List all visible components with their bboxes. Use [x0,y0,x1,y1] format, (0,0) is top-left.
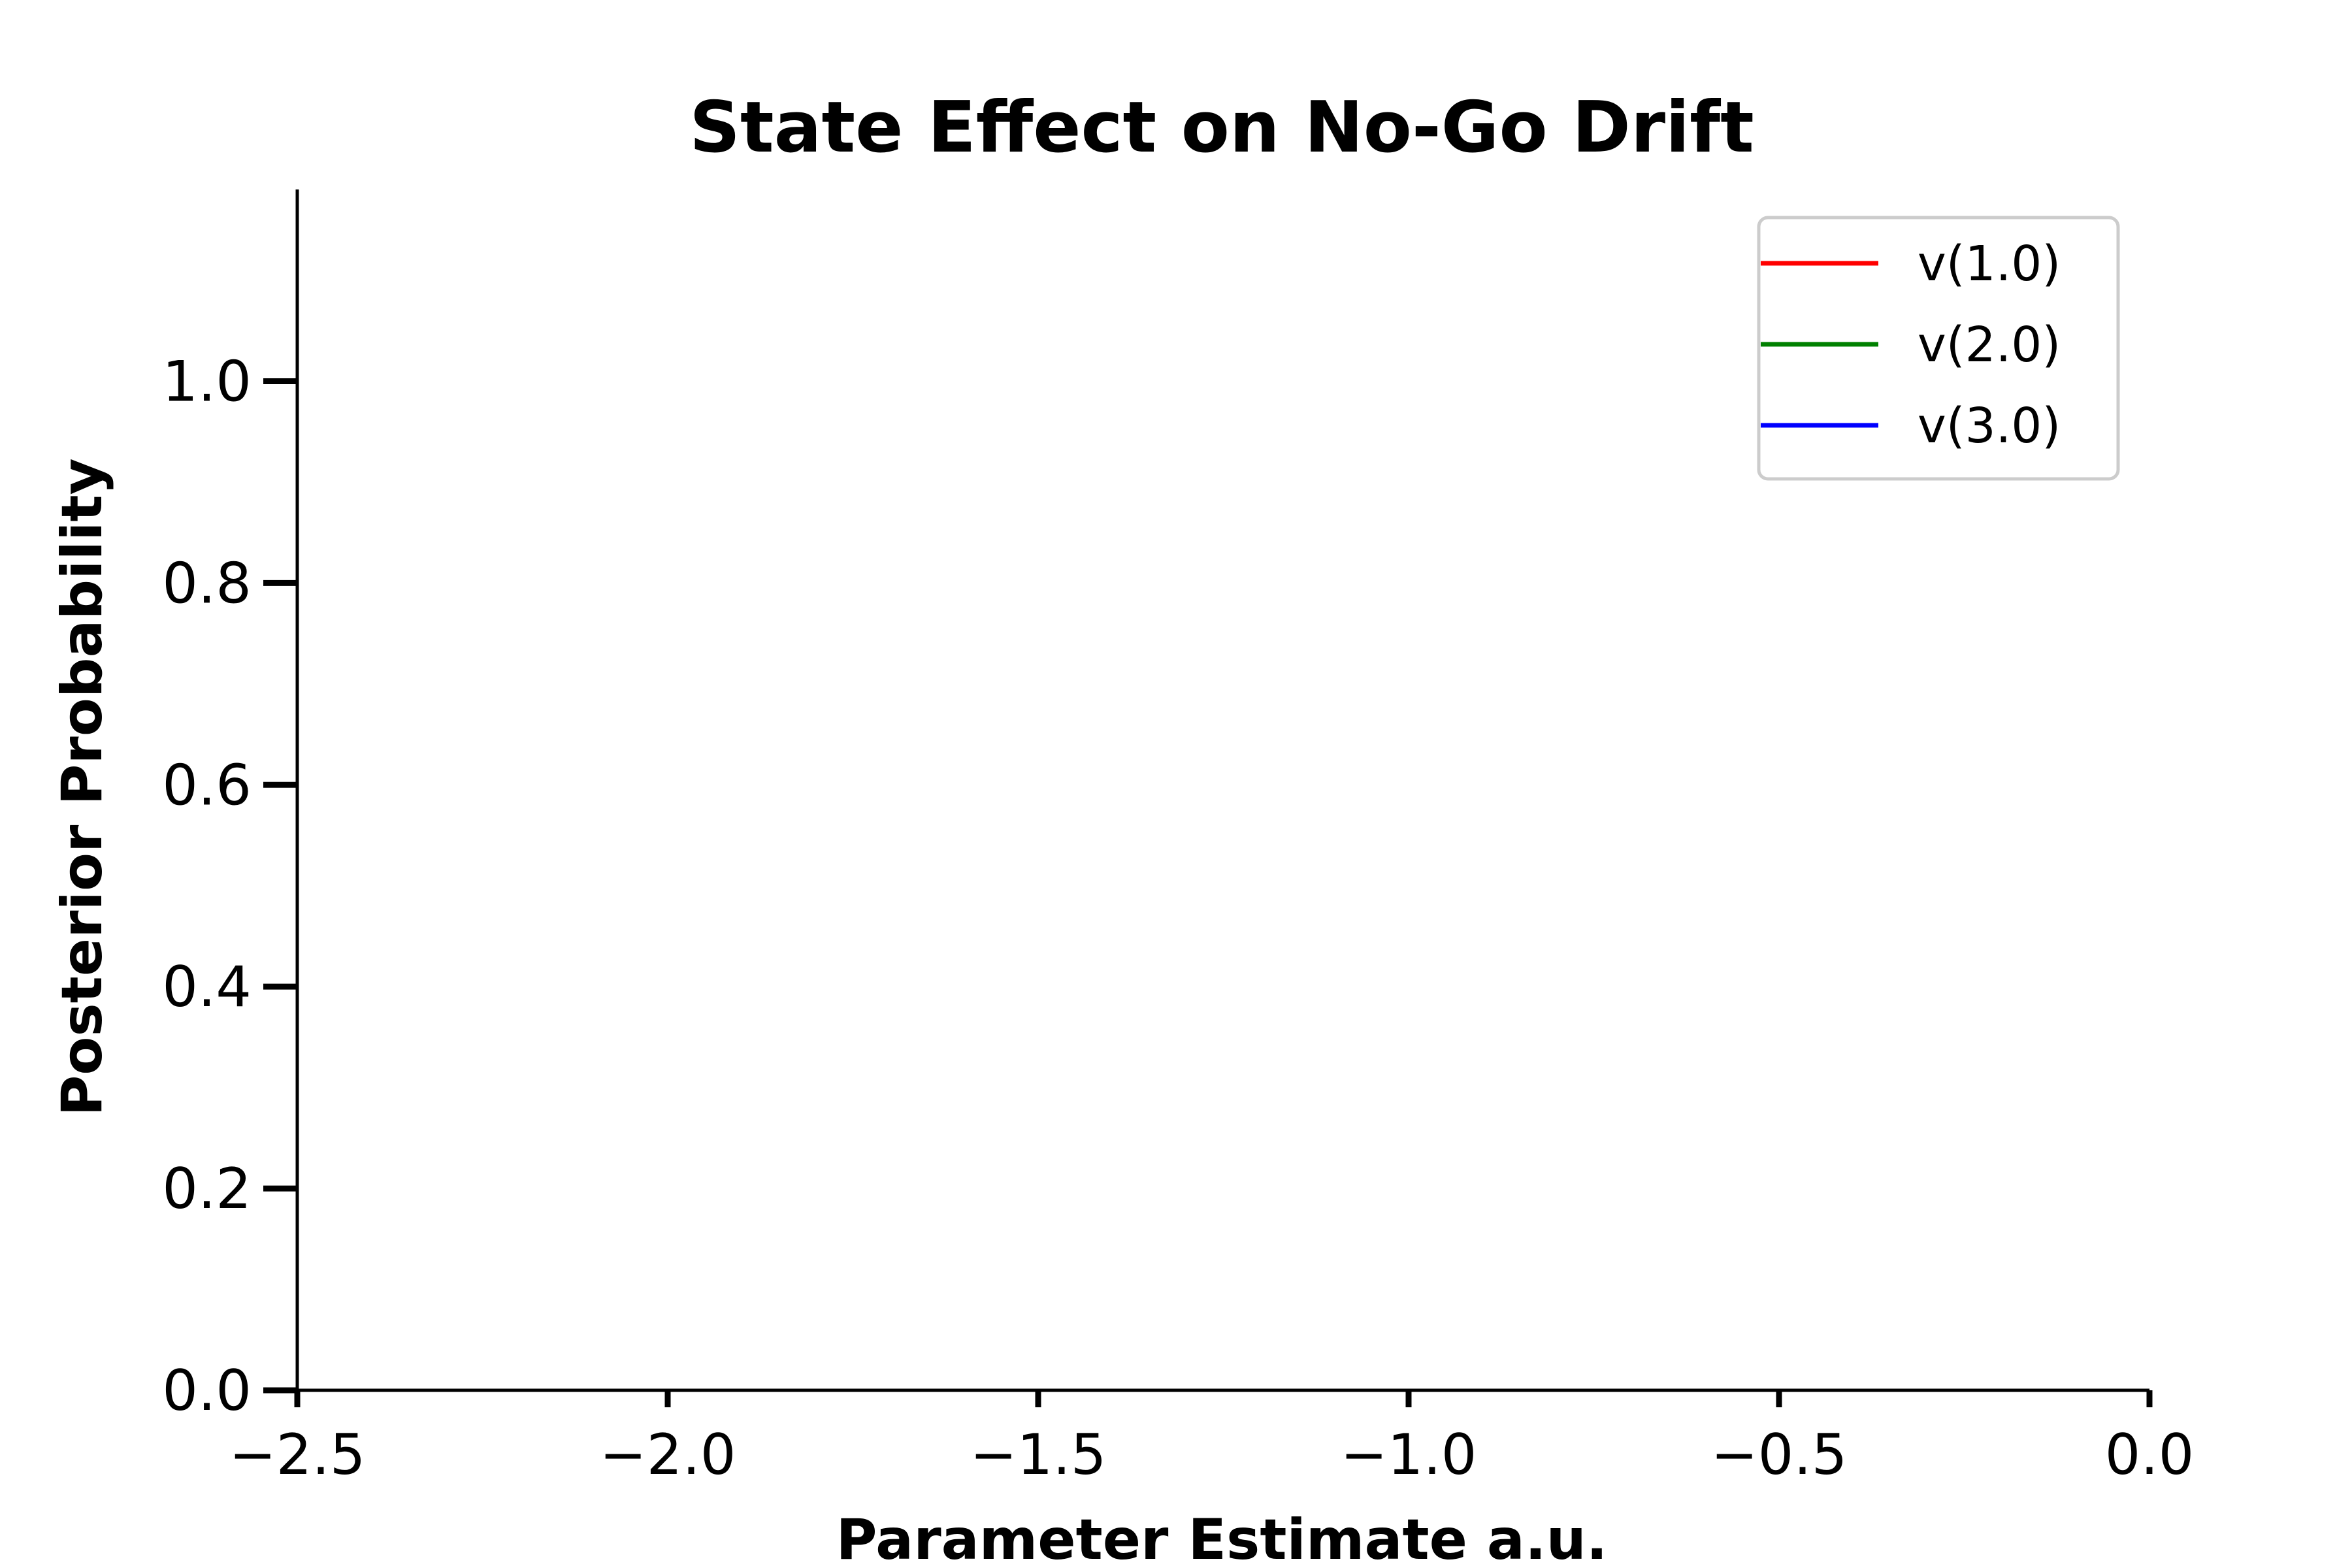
legend-label: v(3.0) [1918,398,2061,454]
x-tick-label: 0.0 [2105,1422,2195,1488]
x-tick-label: −2.0 [600,1422,736,1488]
y-tick-label: 0.6 [162,753,252,818]
y-tick-label: 1.0 [162,349,252,414]
y-axis-ticks: 0.0 0.2 0.4 0.6 0.8 1.0 [162,349,297,1424]
legend-frame [1757,216,2120,481]
y-tick-label: 0.0 [162,1358,252,1424]
legend-label: v(1.0) [1918,236,2061,292]
x-tick-label: −1.0 [1341,1422,1477,1488]
x-axis-label: Parameter Estimate a.u. [836,1507,1607,1568]
x-tick-label: −0.5 [1711,1422,1848,1488]
x-tick-label: −2.5 [229,1422,366,1488]
legend: v(1.0) v(2.0) v(3.0) [1757,216,2120,481]
chart-title: State Effect on No-Go Drift [689,87,1754,169]
legend-label: v(2.0) [1918,317,2061,373]
y-tick-label: 0.2 [162,1156,252,1222]
x-tick-label: −1.5 [970,1422,1107,1488]
x-axis-ticks: −2.5 −2.0 −1.5 −1.0 −0.5 0.0 [229,1390,2195,1488]
y-axis-label: Posterior Probability [50,458,115,1116]
y-tick-label: 0.4 [162,955,252,1020]
y-tick-label: 0.8 [162,551,252,616]
legend-items: v(1.0) v(2.0) v(3.0) [1761,236,2061,454]
